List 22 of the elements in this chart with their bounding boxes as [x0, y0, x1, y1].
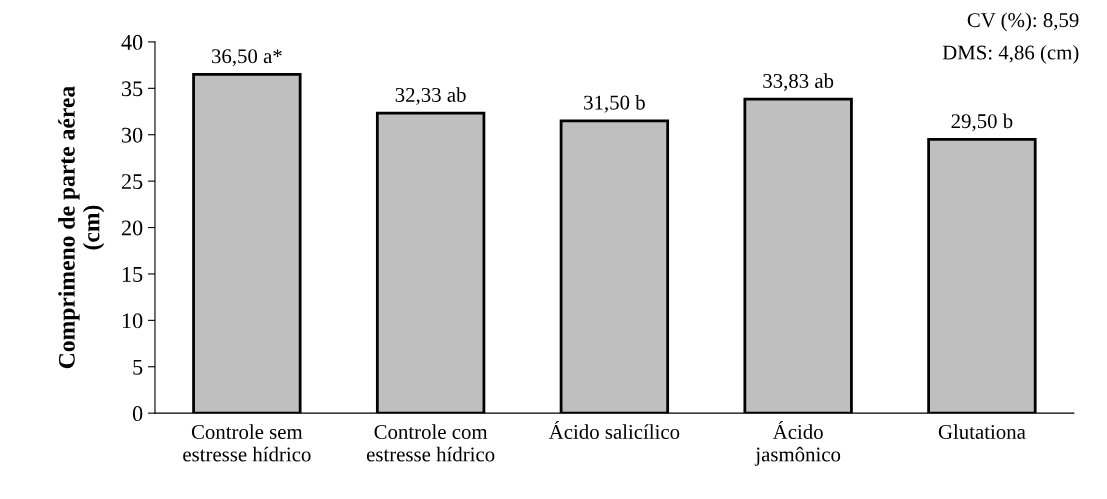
x-tick-label: Controle sem estresse hídrico: [183, 424, 311, 462]
data-label: 29,50 b: [951, 113, 1013, 132]
y-axis-title: Comprimeno de parte aérea (cm): [58, 86, 105, 369]
x-tick-label: Ácido salicílico: [548, 420, 680, 439]
y-tick-label: 5: [133, 359, 143, 375]
annotation: DMS: 4,86 (cm): [942, 44, 1079, 64]
text: CV (%): 8,59: [967, 12, 1079, 32]
data-label: 36,50 a*: [211, 49, 282, 67]
y-tick-label: 25: [121, 174, 143, 190]
data-label: 32,33 ab: [395, 87, 466, 105]
y-tick-label: 40: [121, 34, 143, 50]
x-tick-label: Ácido jasmônico: [754, 420, 841, 466]
data-label: 33,83 ab: [763, 73, 834, 91]
x-tick-label: Glutationa: [938, 424, 1026, 439]
data-label: 31,50 b: [584, 94, 645, 113]
y-tick-label: 0: [132, 406, 143, 422]
y-tick-label: 10: [122, 313, 143, 329]
y-tick-label: 35: [122, 81, 143, 97]
y-tick-label: 15: [122, 266, 143, 282]
y-tick-label: 30: [122, 127, 143, 143]
x-tick-label: Controle com estresse hídrico: [366, 424, 495, 462]
y-tick-label: 20: [121, 220, 143, 236]
